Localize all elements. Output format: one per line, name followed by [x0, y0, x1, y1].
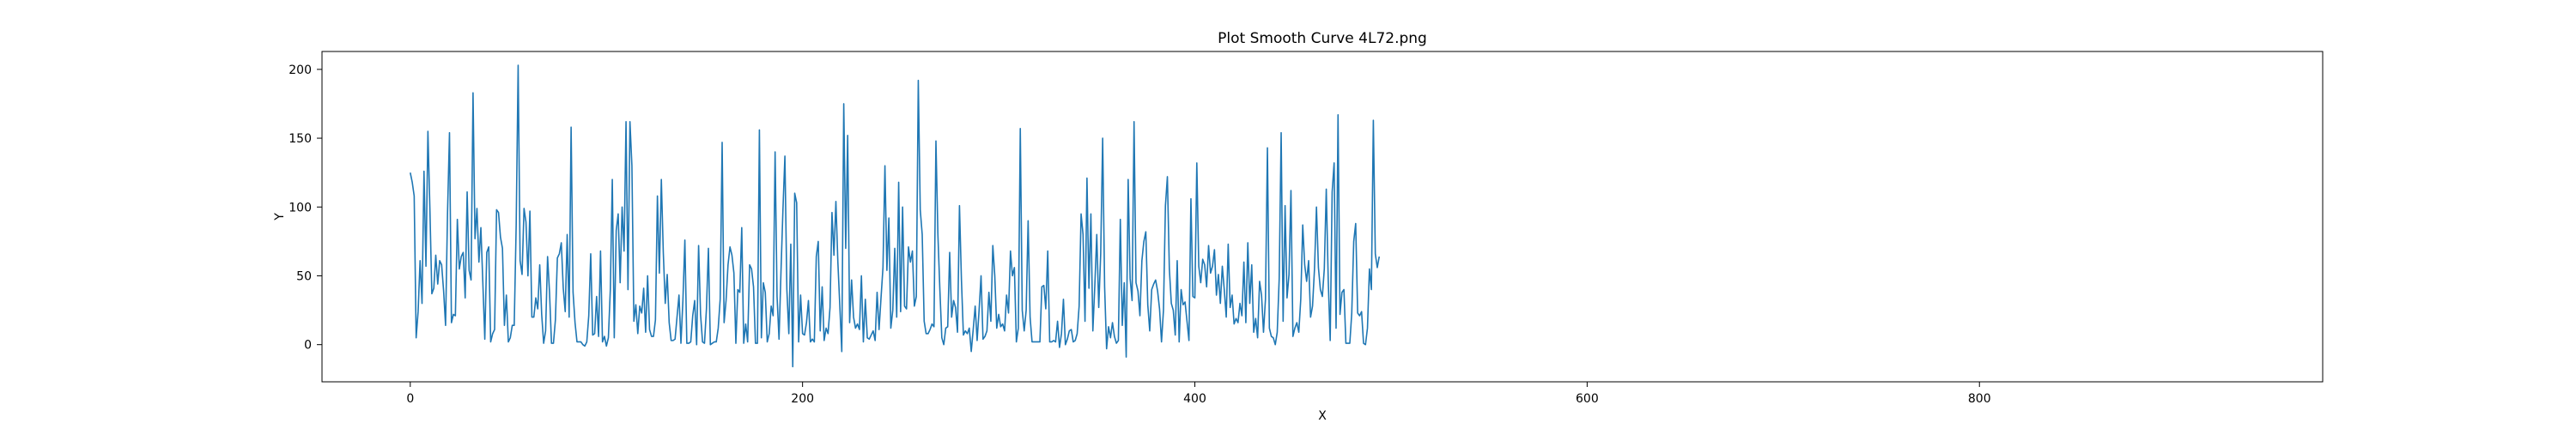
x-axis-label: X [1318, 409, 1327, 423]
y-axis: 0 50 100 150 200 [289, 63, 322, 353]
x-tick-label: 600 [1576, 392, 1599, 406]
y-tick-label: 200 [289, 63, 312, 77]
chart-title: Plot Smooth Curve 4L72.png [1218, 30, 1427, 47]
x-axis: 0 200 400 600 800 [406, 382, 1991, 406]
y-axis-label: Y [273, 213, 287, 221]
y-tick-label: 0 [304, 339, 312, 353]
x-tick-label: 200 [791, 392, 814, 406]
series-line [410, 64, 1381, 368]
y-tick-label: 100 [289, 201, 312, 214]
x-tick-label: 800 [1968, 392, 1991, 406]
x-tick-label: 0 [406, 392, 414, 406]
y-tick-label: 150 [289, 132, 312, 146]
plot-frame [321, 51, 2324, 383]
x-tick-label: 400 [1183, 392, 1206, 406]
y-tick-label: 50 [296, 269, 312, 283]
